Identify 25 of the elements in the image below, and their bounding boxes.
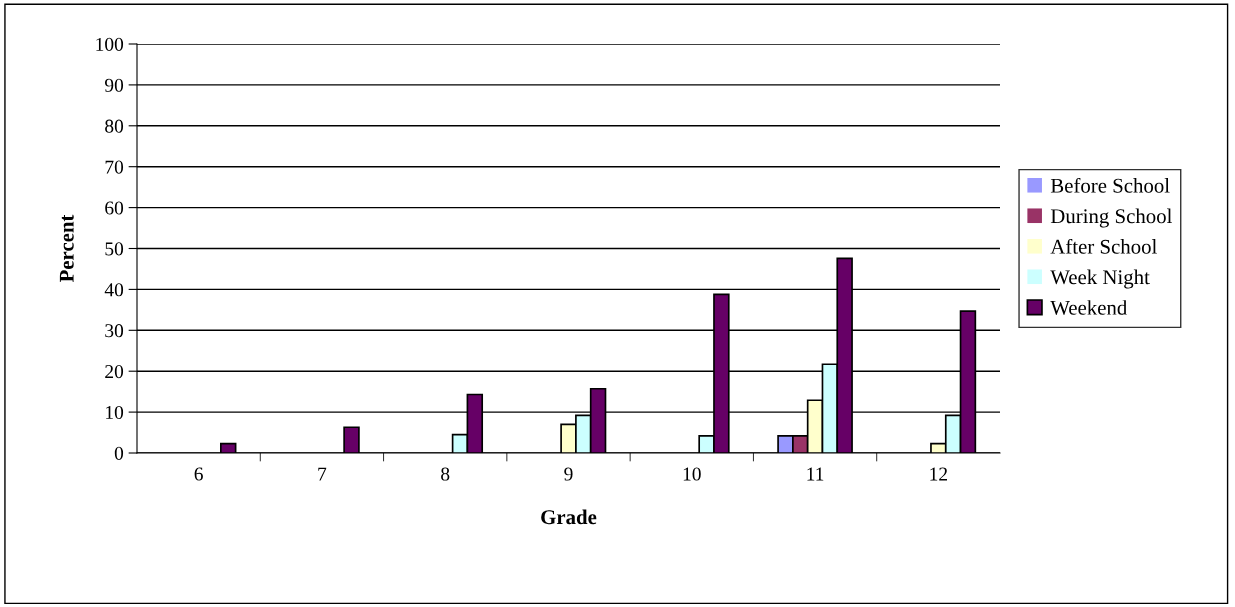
legend-label: Before School bbox=[1050, 177, 1170, 193]
x-tick-label: 9 bbox=[564, 467, 573, 481]
y-tick-label: 50 bbox=[105, 242, 124, 256]
y-tick-label: 20 bbox=[105, 365, 124, 379]
x-tick-label: 11 bbox=[807, 467, 824, 481]
y-tick-label: 0 bbox=[114, 446, 124, 460]
legend-label: After School bbox=[1050, 238, 1157, 254]
legend-label: Week Night bbox=[1050, 269, 1150, 289]
y-tick-label: 60 bbox=[105, 201, 124, 215]
y-axis-title: Percent bbox=[59, 214, 74, 283]
x-tick-label: 12 bbox=[930, 467, 948, 481]
y-tick-label: 100 bbox=[96, 37, 124, 51]
y-tick-label: 80 bbox=[105, 119, 124, 133]
legend-label: Weekend bbox=[1050, 300, 1128, 315]
y-tick-label: 70 bbox=[105, 160, 124, 174]
x-axis-title: Grade bbox=[541, 509, 597, 525]
y-tick-label: 90 bbox=[104, 78, 124, 92]
x-tick-label: 7 bbox=[318, 467, 327, 481]
x-tick-label: 8 bbox=[441, 467, 450, 481]
y-tick-label: 10 bbox=[106, 405, 124, 420]
legend-label: During School bbox=[1050, 208, 1172, 228]
x-tick-label: 10 bbox=[683, 467, 701, 481]
y-tick-label: 40 bbox=[104, 283, 124, 297]
x-tick-label: 6 bbox=[194, 467, 203, 481]
y-tick-label: 30 bbox=[105, 324, 124, 338]
